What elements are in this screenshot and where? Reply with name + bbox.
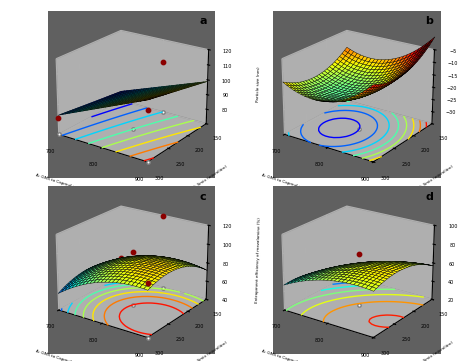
- X-axis label: A: GMS to Capmul mcm (mg per microlitre): A: GMS to Capmul mcm (mg per microlitre): [35, 174, 121, 204]
- Y-axis label: B: Smix (microlitre): B: Smix (microlitre): [192, 341, 228, 361]
- X-axis label: A: GMS to Capmul mcm (mg per microlitre): A: GMS to Capmul mcm (mg per microlitre): [35, 349, 121, 361]
- X-axis label: A: GMS to Capmul mcm (mg per microlitre): A: GMS to Capmul mcm (mg per microlitre): [261, 174, 347, 204]
- Text: b: b: [425, 16, 433, 26]
- X-axis label: A: GMS to Capmul mcm (mg per microlitre): A: GMS to Capmul mcm (mg per microlitre): [261, 349, 347, 361]
- Y-axis label: B: Smix (microlitre): B: Smix (microlitre): [419, 165, 454, 190]
- Y-axis label: B: Smix (microlitre): B: Smix (microlitre): [192, 165, 228, 190]
- Y-axis label: B: Smix (microlitre): B: Smix (microlitre): [419, 341, 454, 361]
- Text: d: d: [425, 191, 433, 201]
- Text: c: c: [200, 191, 207, 201]
- Text: a: a: [200, 16, 207, 26]
